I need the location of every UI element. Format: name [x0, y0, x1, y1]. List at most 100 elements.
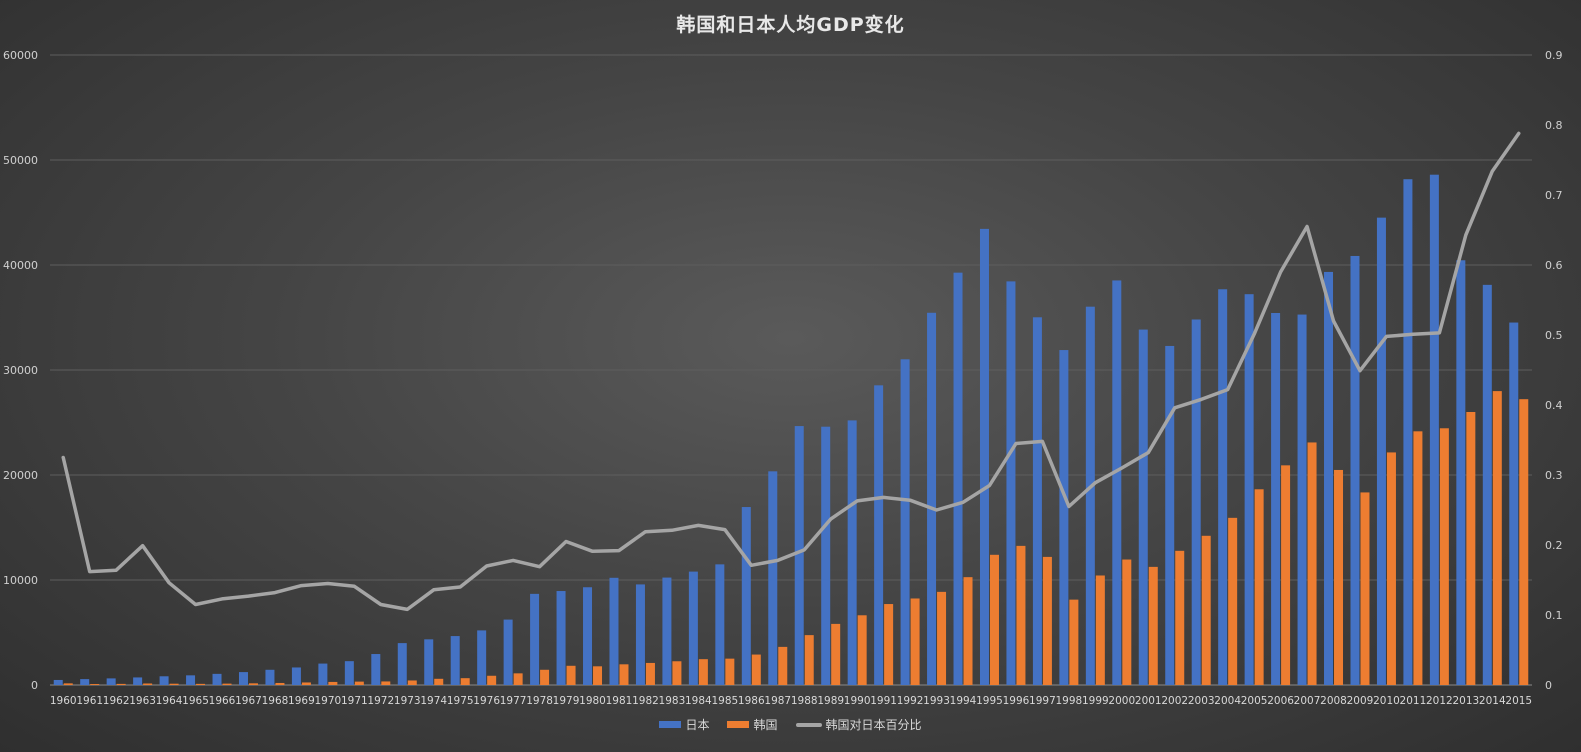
- bar-korea: [63, 683, 73, 685]
- left-tick-label: 40000: [3, 259, 38, 272]
- bar-japan: [212, 673, 222, 685]
- bar-japan: [344, 661, 354, 685]
- right-tick-label: 0: [1545, 679, 1552, 692]
- x-tick-label: 2010: [1373, 695, 1400, 707]
- bar-korea: [1281, 465, 1291, 685]
- x-tick-label: 1964: [156, 695, 183, 707]
- bar-japan: [1350, 255, 1360, 685]
- bar-korea: [460, 678, 470, 685]
- right-tick-label: 0.1: [1545, 609, 1563, 622]
- right-tick-label: 0.7: [1545, 189, 1563, 202]
- x-tick-label: 1982: [632, 695, 659, 707]
- bar-korea: [301, 682, 311, 685]
- legend-swatch-japan: [659, 721, 682, 728]
- bar-korea: [513, 673, 523, 685]
- bar-korea: [989, 554, 999, 685]
- bar-japan: [106, 678, 116, 685]
- bar-korea: [645, 662, 655, 685]
- ratio-line-path: [61, 131, 1521, 612]
- right-tick-label: 0.3: [1545, 469, 1563, 482]
- bar-korea: [116, 683, 126, 685]
- bar-japan: [397, 643, 407, 685]
- bar-japan: [238, 672, 248, 685]
- left-tick-label: 10000: [3, 574, 38, 587]
- bar-japan: [609, 577, 619, 685]
- bar-korea: [487, 675, 497, 685]
- x-tick-label: 1972: [367, 695, 394, 707]
- legend-swatch-korea: [727, 721, 750, 728]
- bar-korea: [1069, 599, 1079, 685]
- bar-japan: [821, 426, 831, 685]
- x-tick-label: 2009: [1347, 695, 1374, 707]
- bar-korea: [1122, 559, 1132, 685]
- bar-japan: [1482, 284, 1492, 685]
- bar-korea: [196, 683, 206, 685]
- right-tick-label: 0.8: [1545, 119, 1563, 132]
- bar-japan: [874, 385, 884, 685]
- legend-item-ratio: 韩国对日本百分比: [795, 716, 922, 733]
- x-tick-label: 1968: [262, 695, 289, 707]
- bar-korea: [1307, 442, 1317, 685]
- right-tick-label: 0.5: [1545, 329, 1563, 342]
- bar-korea: [248, 683, 258, 685]
- bar-korea: [169, 683, 179, 685]
- bar-korea: [1439, 428, 1449, 685]
- bar-japan: [424, 639, 434, 685]
- right-tick-label: 0.4: [1545, 399, 1563, 412]
- bar-japan: [1112, 280, 1122, 685]
- bar-japan: [583, 587, 593, 685]
- x-tick-label: 1960: [50, 695, 77, 707]
- left-tick-label: 50000: [3, 154, 38, 167]
- bar-japan: [1191, 319, 1201, 685]
- x-tick-label: 1993: [923, 695, 950, 707]
- x-tick-label: 1961: [76, 695, 103, 707]
- x-tick-label: 1994: [950, 695, 977, 707]
- x-tick-label: 1969: [288, 695, 315, 707]
- x-tick-label: 1998: [1056, 695, 1083, 707]
- x-tick-label: 1981: [606, 695, 633, 707]
- bar-japan: [1006, 281, 1016, 685]
- bar-korea: [884, 604, 894, 685]
- x-tick-label: 1991: [870, 695, 897, 707]
- bar-korea: [831, 623, 841, 685]
- bar-japan: [1244, 294, 1254, 685]
- bar-korea: [1016, 545, 1026, 685]
- bar-korea: [698, 659, 708, 685]
- bar-korea: [937, 591, 947, 685]
- bar-japan: [688, 571, 698, 685]
- left-tick-label: 0: [31, 679, 38, 692]
- bars: [53, 174, 1529, 685]
- bar-korea: [778, 646, 788, 685]
- x-tick-label: 1979: [553, 695, 580, 707]
- legend-swatch-ratio: [795, 722, 822, 727]
- bar-japan: [1376, 217, 1386, 685]
- x-tick-label: 1966: [209, 695, 236, 707]
- x-tick-label: 2006: [1267, 695, 1294, 707]
- bar-japan: [1271, 312, 1281, 685]
- bar-japan: [1059, 350, 1069, 685]
- bar-japan: [979, 228, 989, 685]
- x-tick-label: 1971: [341, 695, 368, 707]
- chart-title: 韩国和日本人均GDP变化: [676, 14, 905, 36]
- bar-korea: [275, 682, 285, 685]
- x-axis: 1960 1961 1962 1963 1964 1965 1966 1967 1968 1969…: [50, 695, 1532, 707]
- bar-japan: [265, 669, 275, 685]
- x-tick-label: 1965: [182, 695, 209, 707]
- bar-korea: [540, 669, 550, 685]
- bar-korea: [857, 615, 867, 685]
- bar-korea: [593, 666, 603, 685]
- bar-korea: [725, 658, 735, 685]
- bar-korea: [1519, 399, 1529, 685]
- bar-korea: [1466, 412, 1476, 685]
- x-tick-label: 1975: [447, 695, 474, 707]
- bar-japan: [1297, 314, 1307, 685]
- bar-japan: [1085, 306, 1095, 685]
- bar-japan: [450, 636, 460, 685]
- bar-korea: [381, 681, 391, 685]
- legend-label-ratio: 韩国对日本百分比: [825, 718, 922, 732]
- bar-japan: [159, 676, 169, 685]
- left-axis: 0 10000 20000 30000 40000 50000 60000: [3, 49, 38, 692]
- bar-japan: [477, 630, 487, 685]
- x-tick-label: 2011: [1400, 695, 1427, 707]
- bar-japan: [847, 420, 857, 685]
